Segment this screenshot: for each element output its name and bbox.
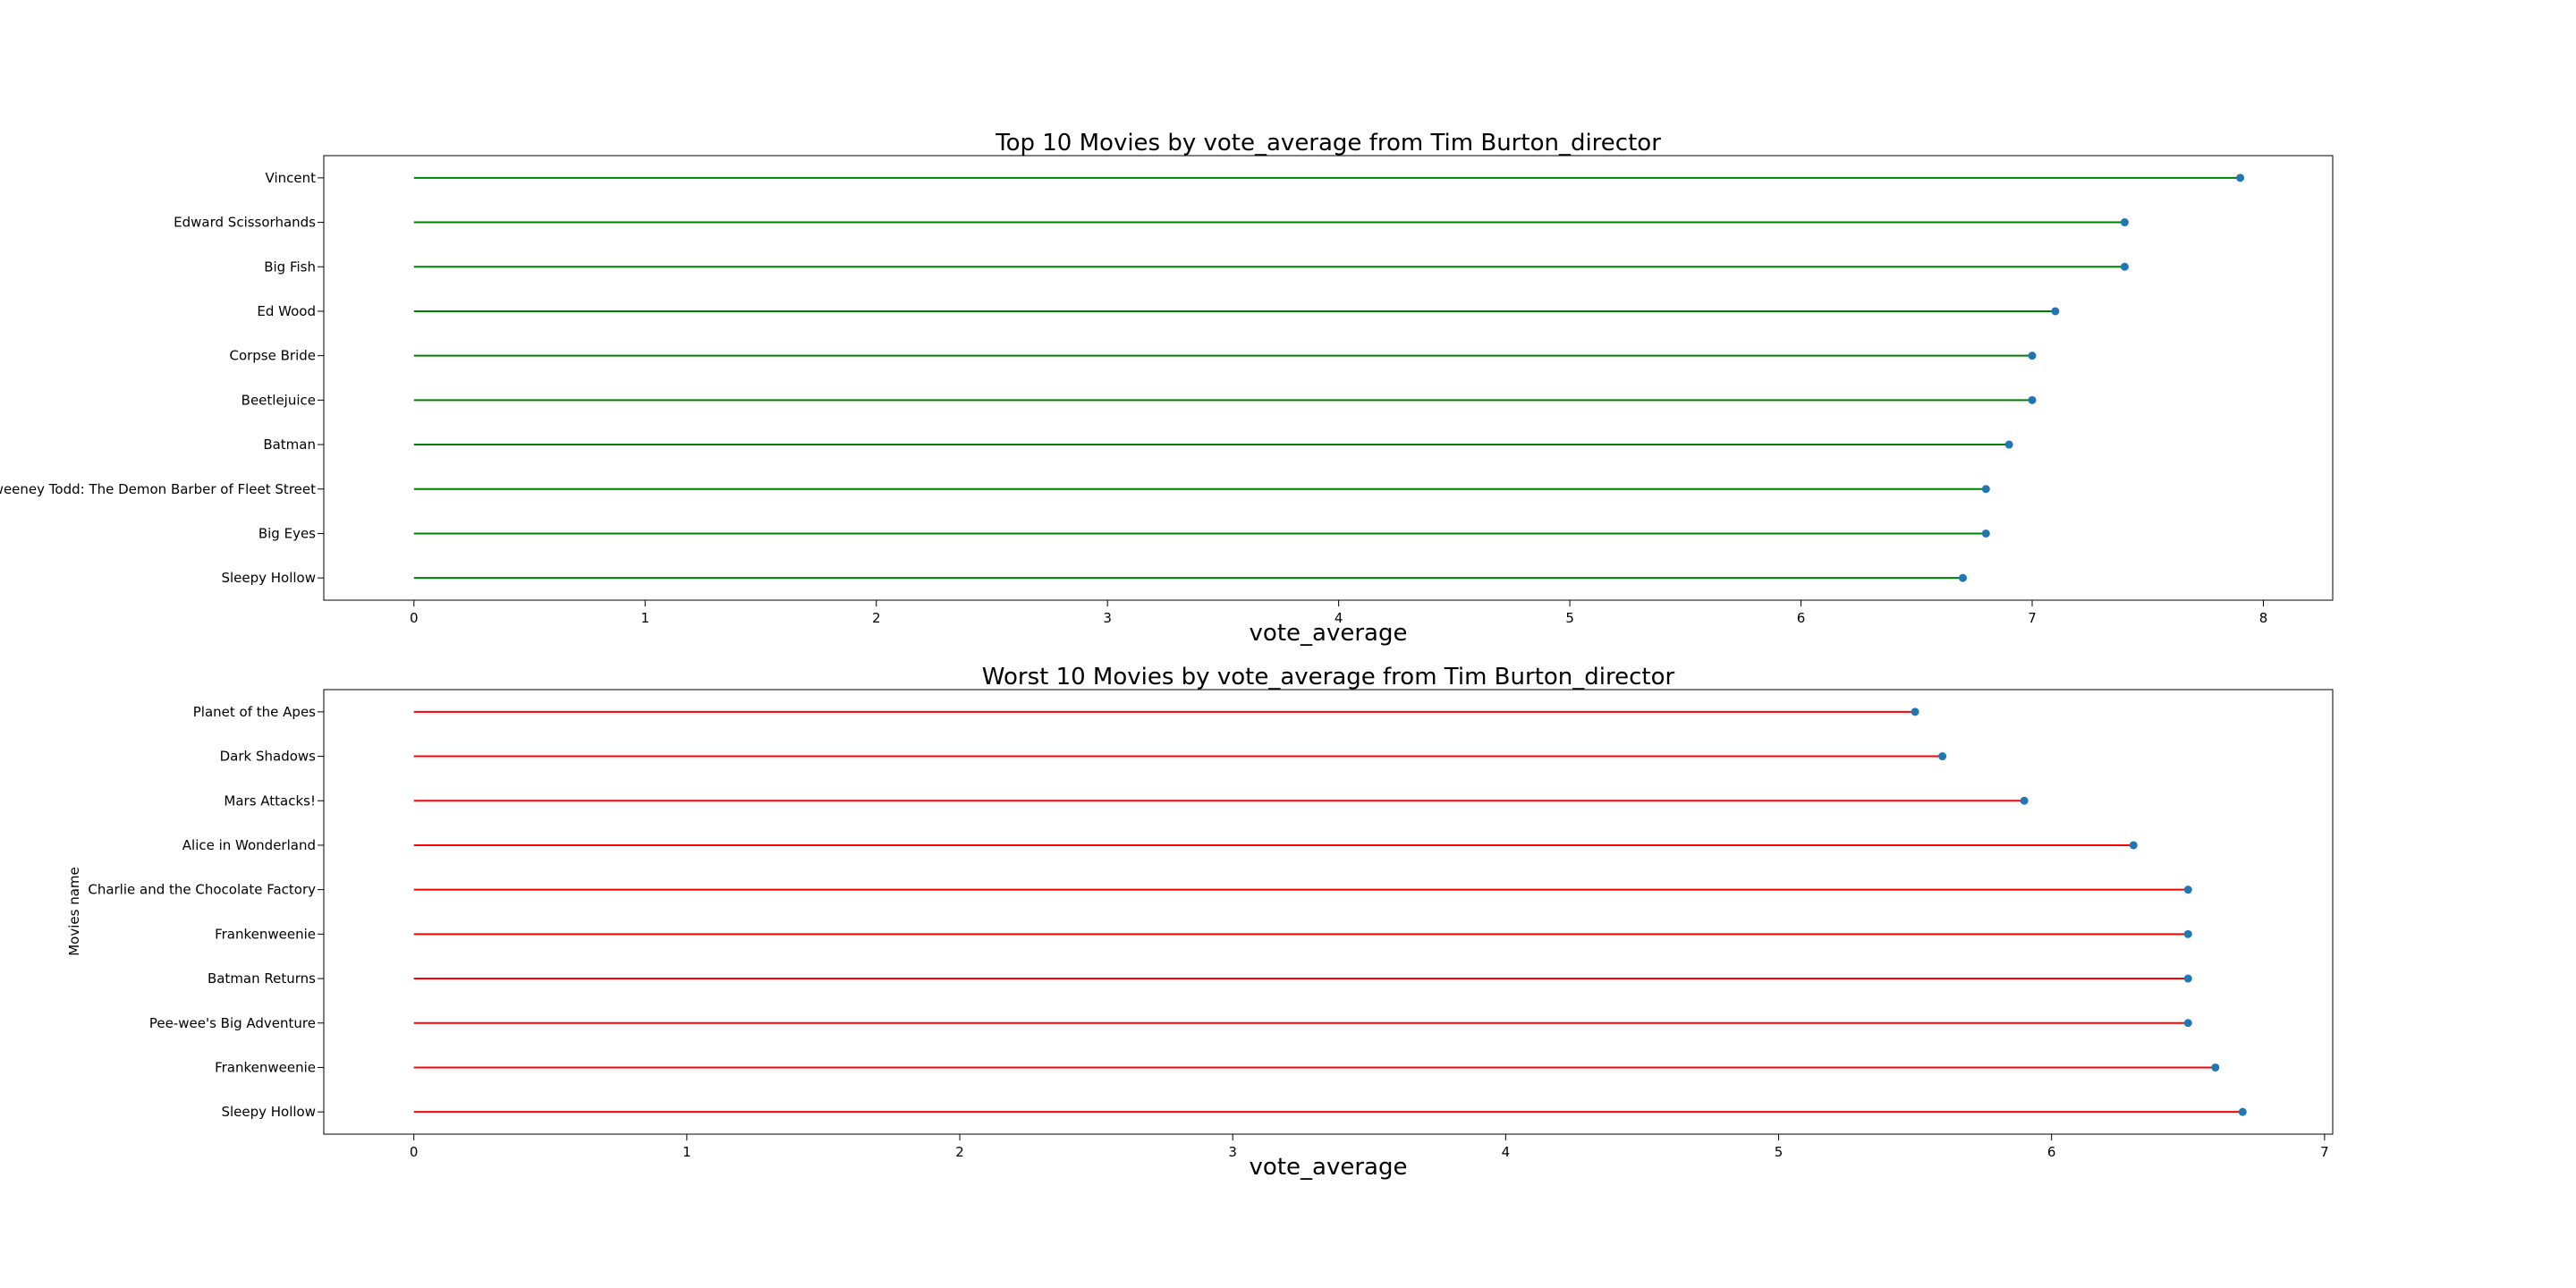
top-x-tick-label: 8 (2259, 610, 2268, 626)
top-marker (2236, 174, 2245, 182)
worst-marker (2183, 929, 2192, 938)
top-category-label: Sleepy Hollow (221, 570, 316, 586)
top-x-tick-label: 0 (410, 610, 419, 626)
worst-marker (1938, 752, 1947, 761)
top-plot-frame (323, 155, 2334, 601)
top-category-label: Big Fish (264, 258, 316, 275)
worst-x-axis-label: vote_average (1250, 1154, 1408, 1181)
top-category-label: Sweeney Todd: The Demon Barber of Fleet … (0, 481, 316, 497)
worst-marker (2211, 1063, 2220, 1072)
top-x-tick-label: 6 (1797, 610, 1806, 626)
top-movies-chart: Top 10 Movies by vote_average from Tim B… (0, 130, 2334, 647)
top-x-tick-label: 7 (2028, 610, 2037, 626)
worst-category-label: Batman Returns (208, 970, 316, 987)
top-chart-title: Top 10 Movies by vote_average from Tim B… (995, 130, 1661, 157)
worst-category-label: Alice in Wonderland (182, 837, 316, 853)
worst-x-tick-label: 1 (682, 1144, 691, 1160)
worst-x-tick-label: 4 (1502, 1144, 1511, 1160)
worst-x-tick-label: 0 (410, 1144, 419, 1160)
top-x-axis-label: vote_average (1250, 620, 1408, 647)
worst-marker (2129, 841, 2138, 850)
worst-category-label: Dark Shadows (220, 749, 317, 765)
top-marker (1981, 485, 1990, 494)
worst-x-tick-label: 3 (1228, 1144, 1237, 1160)
top-category-label: Beetlejuice (242, 392, 316, 408)
worst-x-tick-label: 6 (2047, 1144, 2056, 1160)
top-category-label: Corpse Bride (229, 348, 316, 364)
worst-movies-chart: Worst 10 Movies by vote_average from Tim… (88, 664, 2334, 1181)
worst-marker (2020, 796, 2029, 805)
worst-x-tick-label: 7 (2320, 1144, 2329, 1160)
top-x-tick-label: 1 (640, 610, 649, 626)
figure-ylabel: Movies name (66, 867, 82, 956)
top-x-tick-label: 2 (872, 610, 881, 626)
top-x-tick-label: 5 (1565, 610, 1574, 626)
worst-marker (2183, 974, 2192, 983)
top-marker (2120, 262, 2129, 271)
top-category-label: Vincent (266, 170, 317, 186)
top-x-tick-label: 4 (1335, 610, 1343, 626)
top-marker (2004, 440, 2013, 449)
top-marker (2120, 218, 2129, 227)
top-marker (2028, 395, 2037, 404)
worst-marker (2183, 886, 2192, 894)
top-category-label: Batman (263, 436, 316, 453)
worst-category-label: Frankenweenie (215, 1059, 316, 1075)
top-marker (1981, 529, 1990, 538)
worst-category-label: Planet of the Apes (193, 704, 316, 720)
worst-x-tick-label: 2 (955, 1144, 964, 1160)
worst-chart-title: Worst 10 Movies by vote_average from Tim… (982, 664, 1675, 691)
worst-category-label: Mars Attacks! (224, 792, 316, 809)
worst-plot-frame (323, 689, 2334, 1135)
worst-category-label: Frankenweenie (215, 926, 316, 942)
top-category-label: Ed Wood (257, 303, 316, 319)
worst-category-label: Sleepy Hollow (221, 1104, 316, 1120)
top-marker (1958, 573, 1967, 582)
worst-category-label: Charlie and the Chocolate Factory (88, 882, 316, 898)
top-category-label: Big Eyes (258, 525, 316, 541)
worst-marker (2183, 1019, 2192, 1028)
top-x-tick-label: 3 (1103, 610, 1112, 626)
top-category-label: Edward Scissorhands (174, 215, 316, 231)
top-marker (2051, 307, 2060, 316)
worst-marker (2238, 1107, 2247, 1116)
top-marker (2028, 352, 2037, 360)
worst-marker (1911, 708, 1919, 716)
worst-x-tick-label: 5 (1775, 1144, 1784, 1160)
worst-category-label: Pee-wee's Big Adventure (149, 1015, 316, 1031)
